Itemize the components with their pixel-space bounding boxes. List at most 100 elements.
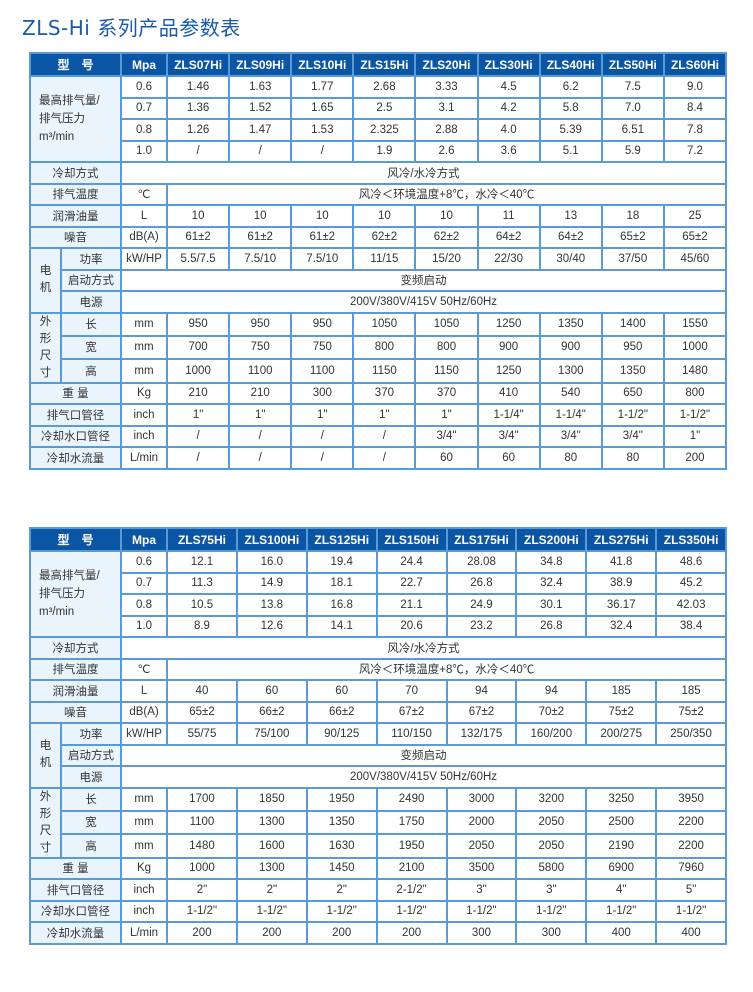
airflow-value: 32.4 (585, 614, 658, 638)
airflow-value: 5.1 (538, 139, 603, 163)
oil-row: 润滑油量 L 10 10 10 10 10 11 13 18 25 (28, 204, 728, 228)
cooling-value: 风冷/水冷方式 (120, 161, 727, 185)
supply-label: 电源 (59, 765, 123, 789)
dimension-value: 1350 (538, 311, 603, 337)
noise-value: 61±2 (166, 225, 231, 249)
oil-value: 185 (655, 679, 728, 703)
dimension-row: 外形尺寸长 mm 950 950 950 1050 1050 1250 1350 1400 1550 (29, 311, 728, 384)
airflow-label-line2: 排气压力 (39, 113, 85, 125)
start-value: 变频启动 (120, 743, 728, 767)
spec-table-2: 型 号 Mpa ZLS75Hi ZLS100Hi ZLS125Hi ZLS150Hi ZLS… (28, 527, 728, 945)
dimension-value: 1700 (166, 786, 238, 812)
model-name: ZLS40Hi (538, 52, 603, 77)
dimension-value: 1300 (538, 358, 603, 384)
dimension-label: 长 (59, 786, 123, 812)
airflow-value: 8.4 (662, 96, 728, 120)
airflow-value: 1.9 (352, 139, 417, 163)
dimension-row: 外形尺寸长 mm 1700 1850 1950 2490 3000 3200 3250 3950 (29, 786, 728, 859)
water-flow-row: 冷却水流量 L/min 200 200 200 200 300 300 400 400 (28, 921, 728, 945)
noise-unit: dB(A) (120, 225, 169, 249)
airflow-value: 3.33 (414, 75, 479, 99)
airflow-value: 12.6 (235, 614, 308, 638)
water-pipe-value: 1-1/2" (445, 899, 518, 923)
power-value: 30/40 (538, 247, 603, 271)
airflow-label: 最高排气量/ 排气压力 m³/min (28, 75, 123, 163)
water-flow-value: 200 (305, 921, 378, 945)
dimension-value: 2200 (655, 809, 728, 836)
water-pipe-label: 冷却水口管径 (28, 899, 123, 923)
airflow-value: / (228, 139, 293, 163)
exhaust-temp-unit: ℃ (120, 182, 169, 206)
airflow-value: 1.47 (228, 118, 293, 142)
pressure-value: 0.6 (120, 75, 169, 99)
noise-value: 66±2 (235, 700, 308, 724)
power-unit: kW/HP (120, 247, 169, 271)
power-value: 7.5/10 (290, 247, 355, 271)
airflow-value: 2.325 (352, 118, 417, 142)
exhaust-pipe-value: 1-1/4" (538, 403, 603, 427)
water-pipe-value: 1-1/2" (166, 899, 238, 923)
airflow-value: 22.7 (375, 571, 448, 595)
oil-value: 185 (585, 679, 658, 703)
oil-value: 10 (166, 204, 231, 228)
header-row: 型 号 Mpa ZLS07Hi ZLS09Hi ZLS10Hi ZLS15Hi ZLS20H… (28, 52, 728, 77)
airflow-value: 1.46 (166, 75, 231, 99)
airflow-value: 38.9 (585, 571, 658, 595)
weight-label: 重 量 (28, 856, 123, 880)
exhaust-pipe-label: 排气口管径 (28, 403, 123, 427)
weight-value: 210 (228, 381, 293, 405)
airflow-row: 1.0 8.9 12.6 14.1 20.6 23.2 26.8 32.4 38.4 (30, 614, 728, 638)
motor-start-row: 启动方式 变频启动 (30, 743, 728, 767)
oil-value: 18 (600, 204, 665, 228)
weight-value: 1300 (235, 856, 308, 880)
dimension-value: 2050 (515, 809, 588, 836)
dimension-value: 750 (290, 334, 355, 361)
dimension-value: 1850 (235, 786, 308, 812)
dimension-value: 3250 (585, 786, 658, 812)
water-flow-value: 200 (235, 921, 308, 945)
dimension-unit: mm (120, 334, 169, 361)
noise-value: 67±2 (445, 700, 518, 724)
airflow-row: 最高排气量/ 排气压力 m³/min 0.6 1.46 1.63 1.77 2.68 3.3… (28, 75, 728, 163)
dimension-unit: mm (120, 311, 169, 337)
airflow-value: / (166, 139, 231, 163)
airflow-label: 最高排气量/ 排气压力 m³/min (28, 550, 123, 638)
airflow-value: 20.6 (375, 614, 448, 638)
water-pipe-row: 冷却水口管径 inch / / //3/4" 3/4" 3/4" 3/4" 1" (28, 424, 728, 448)
airflow-value: 2.68 (352, 75, 417, 99)
dimension-value: 1400 (600, 311, 665, 337)
water-pipe-value: / (290, 424, 355, 448)
water-pipe-unit: inch (120, 899, 169, 923)
exhaust-pipe-value: 2" (235, 878, 308, 902)
power-value: 110/150 (375, 722, 448, 746)
power-value: 15/20 (414, 247, 479, 271)
model-name: ZLS200Hi (515, 527, 588, 552)
power-value: 11/15 (352, 247, 417, 271)
water-pipe-value: 1" (662, 424, 728, 448)
airflow-value: 6.51 (600, 118, 665, 142)
airflow-value: 36.17 (585, 593, 658, 617)
water-pipe-value: 1-1/2" (585, 899, 658, 923)
airflow-row: 0.8 10.5 13.8 16.8 21.1 24.9 30.1 36.17 42.03 (30, 593, 728, 617)
dimension-value: 3200 (515, 786, 588, 812)
power-value: 55/75 (166, 722, 238, 746)
airflow-value: 41.8 (585, 550, 658, 574)
airflow-value: 26.8 (515, 614, 588, 638)
dimension-value: 900 (476, 334, 541, 361)
airflow-value: 24.9 (445, 593, 518, 617)
airflow-value: 19.4 (305, 550, 378, 574)
water-flow-value: / (352, 446, 417, 470)
start-value: 变频启动 (120, 268, 727, 292)
dimension-value: 1480 (662, 358, 728, 384)
water-pipe-value: / (228, 424, 293, 448)
dimension-value: 1150 (352, 358, 417, 384)
exhaust-temp-row: 排气温度 ℃ 风冷＜环境温度+8℃，水冷＜40℃ (28, 657, 728, 681)
weight-value: 300 (290, 381, 355, 405)
airflow-value: 7.2 (662, 139, 728, 163)
model-name: ZLS150Hi (375, 527, 448, 552)
airflow-label-line1: 最高排气量/ (39, 570, 100, 582)
water-flow-label: 冷却水流量 (28, 446, 123, 470)
water-flow-value: / (166, 446, 231, 470)
power-value: 22/30 (476, 247, 541, 271)
exhaust-temp-row: 排气温度 ℃ 风冷＜环境温度+8℃，水冷＜40℃ (28, 182, 727, 206)
